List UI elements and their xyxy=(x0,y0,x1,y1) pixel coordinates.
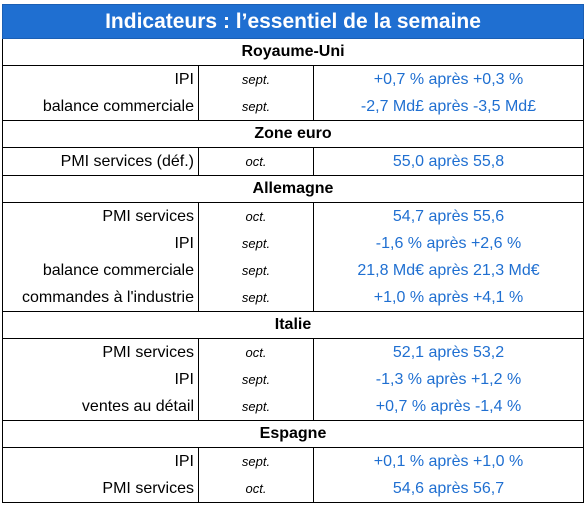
section-header-row: Zone euro xyxy=(2,120,584,148)
indicators-table: Indicateurs : l’essentiel de la semaine … xyxy=(2,4,584,503)
table-title: Indicateurs : l’essentiel de la semaine xyxy=(2,4,584,39)
indicator-row: IPI sept. +0,1 % après +1,0 % xyxy=(2,447,584,475)
indicator-value: 54,7 après 55,6 xyxy=(313,202,584,230)
indicator-value: 52,1 après 53,2 xyxy=(313,338,584,366)
indicator-period: sept. xyxy=(198,393,314,421)
indicator-value: -1,6 % après +2,6 % xyxy=(313,230,584,257)
indicator-label: PMI services xyxy=(2,338,199,366)
indicator-row: PMI services oct. 54,6 après 56,7 xyxy=(2,475,584,503)
indicator-period: sept. xyxy=(198,257,314,284)
indicator-period: oct. xyxy=(198,475,314,503)
indicator-row: ventes au détail sept. +0,7 % après -1,4 % xyxy=(2,393,584,421)
indicator-label: PMI services (déf.) xyxy=(2,147,199,176)
indicator-period: oct. xyxy=(198,338,314,366)
indicator-value: 54,6 après 56,7 xyxy=(313,475,584,503)
indicator-value: 55,0 après 55,8 xyxy=(313,147,584,176)
indicator-value: +0,7 % après +0,3 % xyxy=(313,65,584,93)
section-title: Espagne xyxy=(2,420,584,448)
indicator-row: commandes à l'industrie sept. +1,0 % après… xyxy=(2,284,584,312)
indicator-value: +0,7 % après -1,4 % xyxy=(313,393,584,421)
indicators-table-body: Indicateurs : l’essentiel de la semaine … xyxy=(2,4,584,503)
indicators-table-container: Indicateurs : l’essentiel de la semaine … xyxy=(2,4,584,503)
indicator-label: IPI xyxy=(2,65,199,93)
indicator-period: sept. xyxy=(198,447,314,475)
indicator-value: -2,7 Md£ après -3,5 Md£ xyxy=(313,93,584,121)
indicator-period: sept. xyxy=(198,230,314,257)
section-title: Allemagne xyxy=(2,175,584,203)
indicator-label: PMI services xyxy=(2,475,199,503)
section-header-row: Italie xyxy=(2,311,584,339)
indicator-label: PMI services xyxy=(2,202,199,230)
indicator-label: balance commerciale xyxy=(2,93,199,121)
section-header-row: Allemagne xyxy=(2,175,584,203)
indicator-row: IPI sept. +0,7 % après +0,3 % xyxy=(2,65,584,93)
indicator-period: sept. xyxy=(198,366,314,393)
section-title: Italie xyxy=(2,311,584,339)
indicator-label: balance commerciale xyxy=(2,257,199,284)
indicator-row: IPI sept. -1,3 % après +1,2 % xyxy=(2,366,584,393)
indicator-label: IPI xyxy=(2,447,199,475)
section-title: Zone euro xyxy=(2,120,584,148)
indicator-value: -1,3 % après +1,2 % xyxy=(313,366,584,393)
section-header-row: Royaume-Uni xyxy=(2,38,584,66)
indicator-period: sept. xyxy=(198,93,314,121)
indicator-value: 21,8 Md€ après 21,3 Md€ xyxy=(313,257,584,284)
indicator-label: IPI xyxy=(2,366,199,393)
title-row: Indicateurs : l’essentiel de la semaine xyxy=(2,4,584,39)
indicator-period: oct. xyxy=(198,147,314,176)
indicator-label: IPI xyxy=(2,230,199,257)
indicator-row: IPI sept. -1,6 % après +2,6 % xyxy=(2,230,584,257)
indicator-value: +0,1 % après +1,0 % xyxy=(313,447,584,475)
indicator-label: commandes à l'industrie xyxy=(2,284,199,312)
section-title: Royaume-Uni xyxy=(2,38,584,66)
indicator-label: ventes au détail xyxy=(2,393,199,421)
indicator-value: +1,0 % après +4,1 % xyxy=(313,284,584,312)
indicator-row: PMI services (déf.) oct. 55,0 après 55,8 xyxy=(2,147,584,176)
indicator-row: PMI services oct. 54,7 après 55,6 xyxy=(2,202,584,230)
indicator-row: balance commerciale sept. 21,8 Md€ après 2… xyxy=(2,257,584,284)
indicator-row: balance commerciale sept. -2,7 Md£ après -… xyxy=(2,93,584,121)
indicator-period: sept. xyxy=(198,284,314,312)
section-header-row: Espagne xyxy=(2,420,584,448)
indicator-row: PMI services oct. 52,1 après 53,2 xyxy=(2,338,584,366)
indicator-period: oct. xyxy=(198,202,314,230)
indicator-period: sept. xyxy=(198,65,314,93)
